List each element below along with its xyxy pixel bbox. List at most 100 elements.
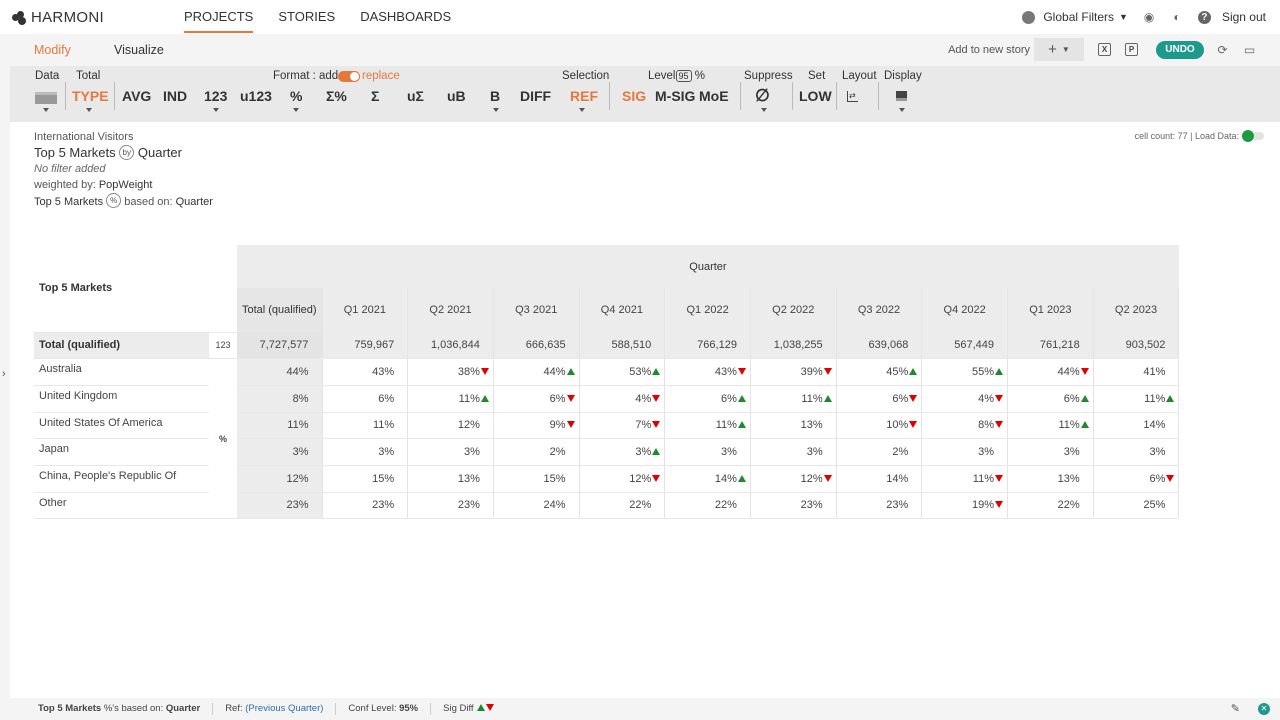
low-button[interactable]: LOW — [799, 88, 832, 104]
data-cell[interactable]: 12% — [237, 465, 323, 493]
suppress-button[interactable]: ∅ — [755, 86, 770, 105]
pin-icon[interactable]: ✎ — [1230, 703, 1240, 715]
help-icon[interactable]: ? — [1197, 10, 1211, 24]
base-button[interactable]: B — [490, 88, 501, 104]
data-cell[interactable]: 6% — [1007, 385, 1094, 413]
data-cell[interactable]: 15% — [322, 465, 409, 493]
data-cell[interactable]: 13% — [407, 465, 494, 493]
total-cell[interactable]: 588,510 — [579, 332, 666, 360]
format-toggle[interactable] — [338, 71, 360, 82]
data-cell[interactable]: 3% — [407, 438, 494, 466]
data-cell[interactable]: 12% — [750, 465, 837, 493]
expand-panel-icon[interactable]: › — [2, 368, 6, 380]
total-cell[interactable]: 1,036,844 — [407, 332, 494, 360]
data-cell[interactable]: 11% — [750, 385, 837, 413]
data-cell[interactable]: 6% — [1093, 465, 1180, 493]
ref-link[interactable]: (Previous Quarter) — [245, 703, 324, 714]
moe-button[interactable]: MoE — [699, 88, 729, 104]
column-header[interactable]: Total (qualified) — [237, 288, 323, 332]
data-cell[interactable]: 38% — [407, 358, 494, 386]
data-cell[interactable]: 13% — [1007, 465, 1094, 493]
total-cell[interactable]: 761,218 — [1007, 332, 1094, 360]
data-cell[interactable]: 3% — [237, 438, 323, 466]
nav-projects[interactable]: PROJECTS — [184, 0, 254, 34]
powerpoint-icon[interactable]: P — [1125, 43, 1138, 56]
data-cell[interactable]: 3% — [1093, 438, 1180, 466]
data-cell[interactable]: 11% — [407, 385, 494, 413]
data-cell[interactable]: 23% — [407, 492, 494, 520]
eye-icon[interactable]: ◉ — [1143, 10, 1155, 24]
undo-button[interactable]: UNDO — [1156, 40, 1204, 59]
avg-button[interactable]: AVG — [122, 88, 152, 104]
layout-icon[interactable]: ⇄ — [847, 91, 858, 102]
ref-button[interactable]: REF — [570, 88, 598, 104]
sum-percent-button[interactable]: Σ% — [326, 88, 347, 104]
column-header[interactable]: Q2 2021 — [407, 288, 494, 332]
diff-button[interactable]: DIFF — [520, 88, 552, 104]
unweighted-sum-button[interactable]: uΣ — [407, 88, 424, 104]
percent-caret-icon[interactable] — [293, 108, 299, 112]
refresh-icon[interactable]: ⟳ — [1217, 42, 1228, 57]
data-cell[interactable]: 6% — [836, 385, 923, 413]
column-header[interactable]: Q1 2021 — [322, 288, 409, 332]
data-cell[interactable]: 23% — [750, 492, 837, 520]
data-cell[interactable]: 14% — [836, 465, 923, 493]
data-cell[interactable]: 44% — [237, 358, 323, 386]
data-cell[interactable]: 19% — [921, 492, 1008, 520]
column-header[interactable]: Q4 2021 — [579, 288, 666, 332]
data-cell[interactable]: 3% — [664, 438, 751, 466]
data-cell[interactable]: 23% — [322, 492, 409, 520]
sig-button[interactable]: SIG — [622, 88, 647, 104]
data-cell[interactable]: 8% — [921, 412, 1008, 440]
type-caret-icon[interactable] — [86, 108, 92, 112]
data-cell[interactable]: 14% — [1093, 412, 1180, 440]
type-button[interactable]: TYPE — [72, 88, 109, 104]
comment-icon[interactable]: ▭ — [1243, 42, 1256, 57]
data-cell[interactable]: 10% — [836, 412, 923, 440]
data-cell[interactable]: 2% — [836, 438, 923, 466]
level-value[interactable]: 95 — [675, 70, 692, 82]
data-cell[interactable]: 3% — [322, 438, 409, 466]
data-cell[interactable]: 9% — [493, 412, 580, 440]
data-cell[interactable]: 4% — [921, 385, 1008, 413]
data-cell[interactable]: 8% — [237, 385, 323, 413]
total-cell[interactable]: 903,502 — [1093, 332, 1180, 360]
data-cell[interactable]: 4% — [579, 385, 666, 413]
total-cell[interactable]: 567,449 — [921, 332, 1008, 360]
data-cell[interactable]: 3% — [1007, 438, 1094, 466]
sign-out-link[interactable]: Sign out — [1221, 10, 1266, 24]
data-cell[interactable]: 12% — [579, 465, 666, 493]
data-cell[interactable]: 22% — [579, 492, 666, 520]
data-cell[interactable]: 43% — [322, 358, 409, 386]
harmoni-logo[interactable]: HARMONI — [12, 9, 104, 26]
data-cell[interactable]: 14% — [664, 465, 751, 493]
data-cell[interactable]: 3% — [579, 438, 666, 466]
count-caret-icon[interactable] — [213, 108, 219, 112]
data-cell[interactable]: 23% — [836, 492, 923, 520]
data-cell[interactable]: 15% — [493, 465, 580, 493]
column-header[interactable]: Q3 2021 — [493, 288, 580, 332]
data-cell[interactable]: 11% — [664, 412, 751, 440]
ind-button[interactable]: IND — [163, 88, 188, 104]
data-cell[interactable]: 44% — [1007, 358, 1094, 386]
data-cell[interactable]: 6% — [664, 385, 751, 413]
tab-visualize[interactable]: Visualize — [114, 43, 164, 57]
unweighted-base-button[interactable]: uB — [447, 88, 466, 104]
unweighted-count-button[interactable]: u123 — [240, 88, 272, 104]
display-caret-icon[interactable] — [899, 108, 905, 112]
excel-icon[interactable]: X — [1098, 43, 1111, 56]
data-cell[interactable]: 6% — [322, 385, 409, 413]
base-caret-icon[interactable] — [493, 108, 499, 112]
data-cell[interactable]: 3% — [921, 438, 1008, 466]
data-cell[interactable]: 11% — [921, 465, 1008, 493]
data-cell[interactable]: 22% — [664, 492, 751, 520]
suppress-caret-icon[interactable] — [761, 108, 767, 112]
data-cell[interactable]: 45% — [836, 358, 923, 386]
data-cell[interactable]: 11% — [1007, 412, 1094, 440]
data-cell[interactable]: 22% — [1007, 492, 1094, 520]
data-grid-icon[interactable] — [35, 92, 57, 104]
data-cell[interactable]: 11% — [237, 412, 323, 440]
count-button[interactable]: 123 — [204, 88, 228, 104]
data-cell[interactable]: 43% — [664, 358, 751, 386]
global-filters-button[interactable]: Global Filters — [1043, 10, 1115, 24]
